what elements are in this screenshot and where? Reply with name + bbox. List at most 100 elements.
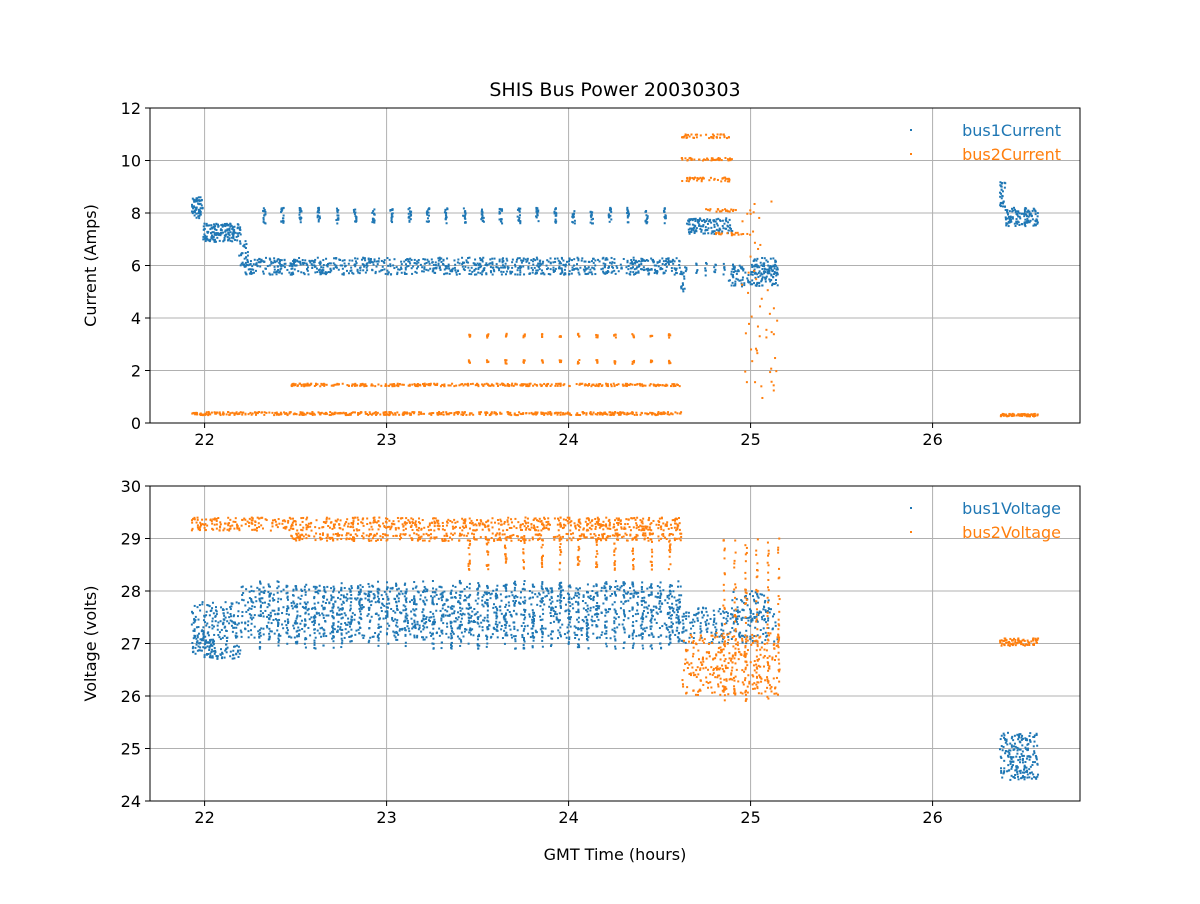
data-point <box>522 260 524 262</box>
data-point <box>316 268 318 270</box>
data-point <box>671 270 673 272</box>
data-point <box>589 269 591 271</box>
data-point <box>206 411 208 413</box>
data-point <box>523 257 525 259</box>
data-point <box>369 637 371 639</box>
data-point <box>469 414 471 416</box>
data-point <box>299 209 301 211</box>
data-point <box>242 586 244 588</box>
data-point <box>687 223 689 225</box>
data-point <box>416 603 418 605</box>
data-point <box>194 605 196 607</box>
data-point <box>701 179 703 181</box>
data-point <box>396 272 398 274</box>
data-point <box>514 266 516 268</box>
data-point <box>633 257 635 259</box>
data-point <box>292 625 294 627</box>
data-point <box>517 269 519 271</box>
data-point <box>333 589 335 591</box>
data-point <box>409 258 411 260</box>
data-point <box>386 588 388 590</box>
data-point <box>620 601 622 603</box>
data-point <box>321 605 323 607</box>
data-point <box>342 268 344 270</box>
data-point <box>258 258 260 260</box>
data-point <box>301 620 303 622</box>
data-point <box>358 621 360 623</box>
data-point <box>284 266 286 268</box>
data-point <box>305 608 307 610</box>
data-point <box>404 627 406 629</box>
data-point <box>464 222 466 224</box>
data-point <box>635 412 637 414</box>
data-point <box>332 624 334 626</box>
data-point <box>760 262 762 264</box>
data-point <box>411 599 413 601</box>
data-point <box>528 598 530 600</box>
data-point <box>230 615 232 617</box>
data-point <box>635 613 637 615</box>
data-point <box>192 647 194 649</box>
data-point <box>411 384 413 386</box>
data-point <box>223 615 225 617</box>
data-point <box>719 137 721 139</box>
data-point <box>402 593 404 595</box>
data-point <box>219 631 221 633</box>
data-point <box>285 624 287 626</box>
data-point <box>582 600 584 602</box>
data-point <box>220 233 222 235</box>
data-point <box>599 383 601 385</box>
data-point <box>385 411 387 413</box>
data-point <box>443 385 445 387</box>
data-point <box>445 633 447 635</box>
data-point <box>224 230 226 232</box>
data-point <box>202 601 204 603</box>
data-point <box>234 623 236 625</box>
data-point <box>326 384 328 386</box>
data-point <box>223 225 225 227</box>
data-point <box>359 269 361 271</box>
data-point <box>481 383 483 385</box>
data-point <box>599 637 601 639</box>
data-point <box>1032 210 1034 212</box>
data-point <box>378 258 380 260</box>
data-point <box>654 264 656 266</box>
data-point <box>550 414 552 416</box>
data-point <box>457 411 459 413</box>
data-point <box>477 384 479 386</box>
data-point <box>299 615 301 617</box>
data-point <box>239 232 241 234</box>
data-point <box>415 585 417 587</box>
data-point <box>214 225 216 227</box>
data-point <box>233 615 235 617</box>
data-point <box>679 267 681 269</box>
data-point <box>1000 193 1002 195</box>
data-point <box>317 630 319 632</box>
data-point <box>462 613 464 615</box>
data-point <box>396 605 398 607</box>
data-point <box>278 613 280 615</box>
data-point <box>754 203 756 205</box>
data-point <box>199 610 201 612</box>
data-point <box>225 644 227 646</box>
data-point <box>627 221 629 223</box>
data-point <box>646 268 648 270</box>
data-point <box>207 645 209 647</box>
data-point <box>443 264 445 266</box>
data-point <box>323 629 325 631</box>
data-point <box>764 257 766 259</box>
data-point <box>441 413 443 415</box>
data-point <box>408 412 410 414</box>
data-point <box>718 159 720 161</box>
data-point <box>721 230 723 232</box>
data-point <box>482 629 484 631</box>
data-point <box>378 626 380 628</box>
data-point <box>550 385 552 387</box>
data-point <box>1016 414 1018 416</box>
data-point <box>244 266 246 268</box>
data-point <box>389 591 391 593</box>
data-point <box>425 588 427 590</box>
data-point <box>521 625 523 627</box>
data-point <box>360 613 362 615</box>
